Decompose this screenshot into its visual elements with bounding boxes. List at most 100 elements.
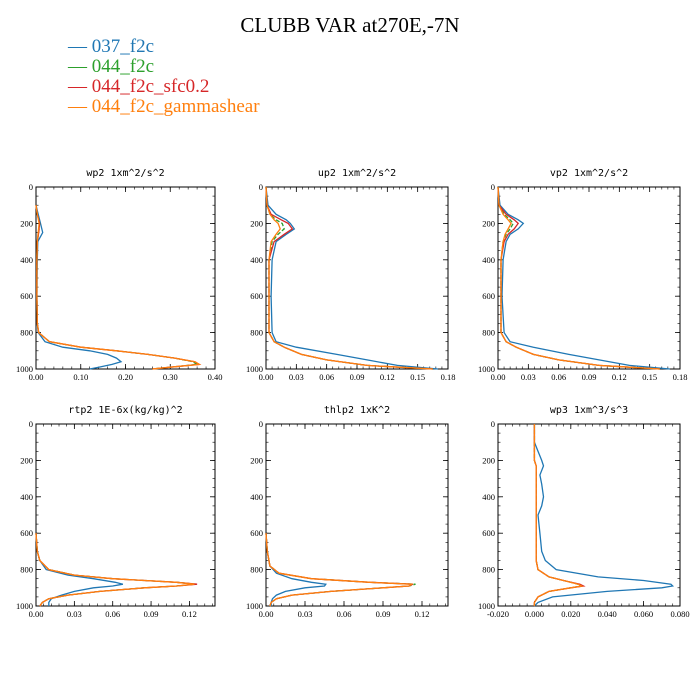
legend-label: 044_f2c_gammashear	[91, 96, 260, 117]
y-tick-label: 600	[20, 528, 33, 538]
y-tick-label: 600	[250, 291, 263, 301]
chart-panel: wp3 1xm^3/s^3 0 200 400 600 800 1000-0.020 0.00…	[478, 405, 690, 619]
x-tick-label: 0.15	[410, 372, 425, 382]
x-tick-label: 0.03	[521, 372, 536, 382]
legend-item: — 037_f2c	[68, 37, 260, 57]
y-tick-label: 0	[29, 182, 33, 192]
y-tick-label: 800	[482, 565, 495, 575]
series-line	[265, 533, 414, 607]
y-tick-label: 800	[250, 565, 263, 575]
y-tick-label: 200	[250, 455, 263, 465]
series-line	[497, 186, 660, 370]
y-tick-label: 1000	[16, 364, 33, 374]
legend-swatch: —	[68, 36, 92, 57]
legend-swatch: —	[68, 56, 92, 77]
legend-swatch: —	[68, 76, 92, 97]
series-line	[35, 533, 195, 607]
y-tick-label: 400	[482, 255, 495, 265]
x-tick-label: 0.00	[259, 372, 274, 382]
x-tick-label: 0.09	[350, 372, 365, 382]
x-tick-label: 0.09	[376, 609, 391, 619]
legend-item: — 044_f2c	[68, 57, 260, 77]
y-tick-label: 1000	[246, 364, 263, 374]
y-tick-label: 0	[491, 419, 495, 429]
y-tick-label: 200	[20, 218, 33, 228]
y-tick-label: 800	[250, 328, 263, 338]
x-tick-label: 0.40	[208, 372, 223, 382]
x-tick-label: 0.00	[29, 609, 44, 619]
x-tick-label: 0.06	[551, 372, 566, 382]
x-tick-label: 0.12	[182, 609, 197, 619]
series-line	[497, 186, 660, 370]
series-line	[265, 186, 438, 370]
y-tick-label: 1000	[246, 601, 263, 611]
y-tick-label: 400	[20, 492, 33, 502]
x-tick-label: 0.00	[491, 372, 506, 382]
x-tick-label: 0.12	[380, 372, 395, 382]
y-tick-label: 800	[20, 565, 33, 575]
y-tick-label: 200	[482, 218, 495, 228]
y-tick-label: 600	[20, 291, 33, 301]
legend-item: — 044_f2c_sfc0.2	[68, 77, 260, 97]
x-tick-label: 0.03	[298, 609, 313, 619]
x-tick-label: 0.060	[634, 609, 653, 619]
plot-frame	[497, 423, 681, 607]
y-tick-label: 400	[482, 492, 495, 502]
x-tick-label: 0.30	[163, 372, 178, 382]
x-tick-label: 0.06	[337, 609, 352, 619]
y-tick-label: 0	[29, 419, 33, 429]
x-tick-label: 0.06	[319, 372, 334, 382]
y-tick-label: 200	[250, 218, 263, 228]
x-tick-label: 0.03	[289, 372, 304, 382]
x-tick-label: 0.12	[415, 609, 430, 619]
series-line	[35, 205, 200, 370]
legend-label: 044_f2c	[91, 56, 155, 77]
x-tick-label: 0.15	[642, 372, 657, 382]
series-line	[533, 424, 584, 606]
y-tick-label: 1000	[16, 601, 33, 611]
plot-frame	[265, 186, 449, 370]
x-tick-label: 0.18	[441, 372, 456, 382]
series-line	[533, 424, 586, 606]
legend-label: 044_f2c_sfc0.2	[91, 76, 210, 97]
series-line	[497, 186, 670, 370]
x-tick-label: 0.06	[105, 609, 120, 619]
x-tick-label: 0.20	[118, 372, 133, 382]
series-line	[265, 186, 433, 370]
legend-label: 037_f2c	[91, 36, 155, 57]
y-tick-label: 1000	[478, 364, 495, 374]
y-tick-label: 800	[20, 328, 33, 338]
x-tick-label: 0.040	[598, 609, 617, 619]
legend-swatch: —	[68, 96, 92, 117]
y-tick-label: 0	[259, 419, 263, 429]
panel-title: thlp2 1xK^2	[324, 405, 390, 416]
page-title: CLUBB VAR at270E,-7N	[240, 13, 460, 37]
series-line	[265, 186, 433, 370]
series-line	[35, 205, 202, 370]
panel-title: wp2 1xm^2/s^2	[86, 168, 164, 179]
series-line	[265, 533, 416, 607]
x-tick-label: 0.000	[525, 609, 544, 619]
x-tick-label: 0.18	[673, 372, 688, 382]
y-tick-label: 200	[20, 455, 33, 465]
series-line	[497, 186, 660, 370]
x-tick-label: 0.09	[582, 372, 597, 382]
panel-title: rtp2 1E-6x(kg/kg)^2	[68, 405, 182, 416]
x-tick-label: -0.020	[487, 609, 509, 619]
y-tick-label: 600	[250, 528, 263, 538]
x-tick-label: 0.00	[29, 372, 44, 382]
y-tick-label: 0	[491, 182, 495, 192]
y-tick-label: 400	[20, 255, 33, 265]
chart-panel: rtp2 1E-6x(kg/kg)^2 0 200 400 600 800 10000.00…	[16, 405, 216, 619]
series-line	[533, 424, 675, 607]
y-tick-label: 200	[482, 455, 495, 465]
panel-title: wp3 1xm^3/s^3	[550, 405, 628, 416]
panel-title: up2 1xm^2/s^2	[318, 168, 396, 179]
x-tick-label: 0.10	[73, 372, 88, 382]
y-tick-label: 0	[259, 182, 263, 192]
plot-frame	[35, 423, 216, 607]
series-line	[265, 186, 433, 370]
